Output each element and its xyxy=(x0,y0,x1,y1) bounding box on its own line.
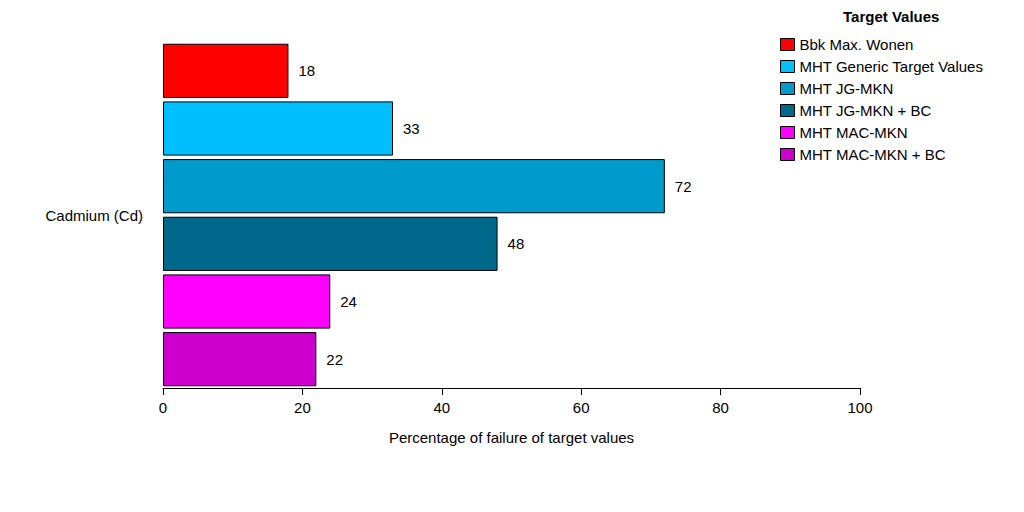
svg-text:MHT Generic Target Values: MHT Generic Target Values xyxy=(800,58,983,75)
svg-text:72: 72 xyxy=(675,178,692,195)
svg-text:40: 40 xyxy=(433,399,450,416)
svg-text:0: 0 xyxy=(159,399,167,416)
svg-text:60: 60 xyxy=(573,399,590,416)
svg-text:MHT JG-MKN + BC: MHT JG-MKN + BC xyxy=(800,102,932,119)
svg-text:Bbk Max. Wonen: Bbk Max. Wonen xyxy=(800,36,914,53)
svg-text:MHT MAC-MKN: MHT MAC-MKN xyxy=(800,124,908,141)
svg-text:33: 33 xyxy=(403,120,420,137)
svg-text:Cadmium (Cd): Cadmium (Cd) xyxy=(45,207,143,224)
svg-text:48: 48 xyxy=(508,235,525,252)
svg-text:18: 18 xyxy=(298,62,315,79)
svg-text:22: 22 xyxy=(326,351,343,368)
svg-text:MHT JG-MKN: MHT JG-MKN xyxy=(800,80,894,97)
svg-text:Target Values: Target Values xyxy=(843,8,939,25)
svg-text:20: 20 xyxy=(294,399,311,416)
svg-text:80: 80 xyxy=(712,399,729,416)
svg-text:100: 100 xyxy=(847,399,872,416)
svg-text:Percentage of failure of targe: Percentage of failure of target values xyxy=(389,429,634,446)
svg-text:24: 24 xyxy=(340,293,357,310)
svg-text:MHT MAC-MKN + BC: MHT MAC-MKN + BC xyxy=(800,146,946,163)
